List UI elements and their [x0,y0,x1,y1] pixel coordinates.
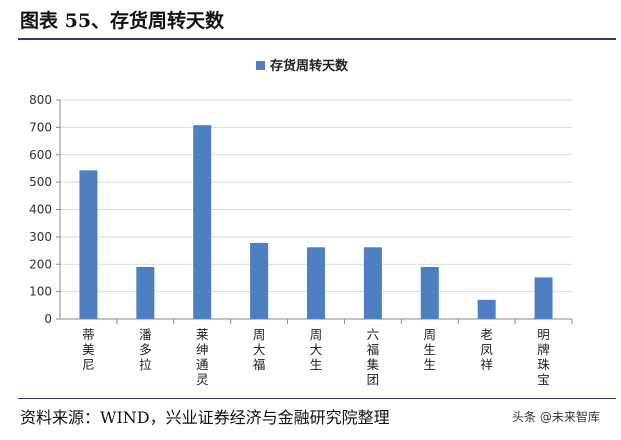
bar [363,247,382,319]
legend-item: 存货周转天数 [256,58,349,74]
x-category-label: 老凤祥 [480,327,493,372]
y-tick-label: 600 [29,148,52,162]
y-tick-label: 300 [29,230,52,244]
y-tick-label: 200 [29,257,52,271]
bar [420,266,439,319]
y-tick-label: 100 [29,285,52,299]
bar [477,299,496,319]
figure-title: 图表 55、存货周转天数 [20,10,225,32]
watermark: 头条 @未来智库 [512,408,600,425]
bar [534,277,553,319]
title-rule [18,38,616,40]
category-labels: 蒂美尼 潘多拉 莱绅通灵 周大福 周大生 六福集团 周生生 老凤祥 明牌珠宝 [82,327,550,387]
x-category-label: 蒂美尼 [82,327,95,372]
y-tick-label: 400 [29,203,52,217]
x-category-label: 明牌珠宝 [537,327,550,387]
source-rule [18,398,616,399]
y-tick-label: 500 [29,175,52,189]
axes: 0 100 200 300 400 500 600 700 800 [29,93,573,326]
x-category-label: 六福集团 [367,327,380,387]
y-tick-label: 700 [29,120,52,134]
bar [136,266,155,319]
bar [193,125,212,319]
y-tick-label: 800 [29,93,52,107]
bar [79,170,98,319]
legend-label: 存货周转天数 [270,58,349,74]
bar [250,242,269,319]
source-note: 资料来源：WIND，兴业证券经济与金融研究院整理 [20,408,390,427]
legend-swatch [256,61,265,70]
x-category-label: 周大生 [310,327,323,372]
x-category-label: 周生生 [424,327,437,372]
y-tick-label: 0 [44,312,52,326]
x-category-label: 潘多拉 [139,327,152,372]
bars [79,125,553,319]
legend: 存货周转天数 [256,58,349,74]
bar [307,247,325,319]
x-category-label: 周大福 [253,327,266,372]
x-category-label: 莱绅通灵 [196,327,209,387]
bar-chart: 0 100 200 300 400 500 600 700 800 蒂美尼 潘多拉 莱绅通灵 周大福 周… [29,58,573,387]
